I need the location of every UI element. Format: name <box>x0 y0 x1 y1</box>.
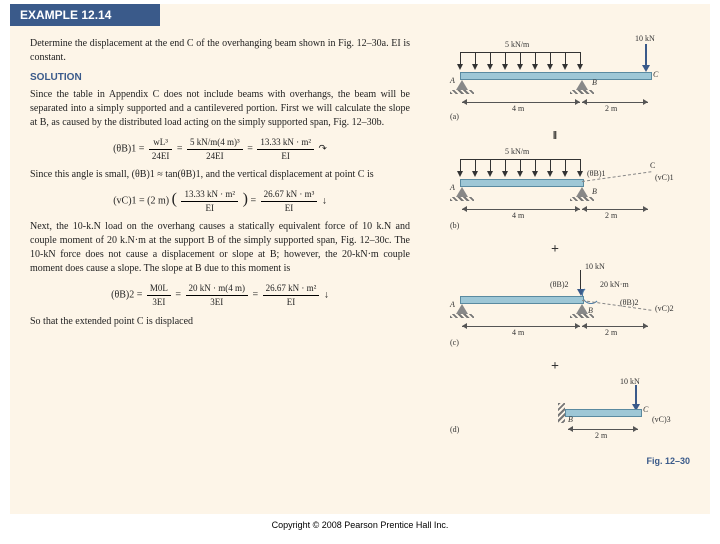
equation-3: (θB)2 = M0L3EI = 20 kN · m(4 m)3EI = 26.… <box>30 282 410 308</box>
fig-d-vc: (vC)3 <box>652 415 671 424</box>
eq3-t2d: 3EI <box>186 296 249 309</box>
fig-d-span: 2 m <box>595 431 607 440</box>
figure-d: 10 kN B C (vC)3 2 m (d) <box>420 377 690 452</box>
fig-b-distload: 5 kN/m <box>505 147 529 156</box>
figure-column: 5 kN/m 10 kN <box>410 34 690 466</box>
eq1-t3n: 13.33 kN · m² <box>257 136 314 150</box>
figure-a: 5 kN/m 10 kN <box>420 34 690 124</box>
eq3-t1n: M0L <box>147 282 171 296</box>
fig-a-C: C <box>653 70 658 79</box>
fig-d-tag: (d) <box>450 425 459 434</box>
fig-a-distload: 5 kN/m <box>505 40 529 49</box>
fig-c-tag: (c) <box>450 338 459 347</box>
fig-d-C: C <box>643 405 648 414</box>
solution-p2: Since this angle is small, (θB)1 ≈ tan(θ… <box>30 168 410 182</box>
fig-c-moment: 20 kN·m <box>600 280 629 289</box>
fig-c-span2: 2 m <box>605 328 617 337</box>
fig-d-B: B <box>568 415 573 424</box>
fig-c-B: B <box>588 306 593 315</box>
example-header: EXAMPLE 12.14 <box>10 4 160 26</box>
fig-b-A: A <box>450 183 455 192</box>
fig-b-C: C <box>650 161 655 170</box>
fig-c-theta: (θB)2 <box>550 280 569 289</box>
fig-c-span1: 4 m <box>512 328 524 337</box>
eq2-t1n: 13.33 kN · m² <box>181 188 238 202</box>
fig-a-B: B <box>592 78 597 87</box>
eq3-t3d: EI <box>263 296 320 309</box>
eq2-t2n: 26.67 kN · m³ <box>261 188 318 202</box>
fig-a-tag: (a) <box>450 112 459 121</box>
eq1-t2d: 24EI <box>187 150 243 163</box>
fig-b-B: B <box>592 187 597 196</box>
fig-b-span2: 2 m <box>605 211 617 220</box>
fig-a-A: A <box>450 76 455 85</box>
fig-b-span1: 4 m <box>512 211 524 220</box>
fig-b-vc: (vC)1 <box>655 173 674 182</box>
eq2-t1d: EI <box>181 202 238 215</box>
fig-c-pointload: 10 kN <box>585 262 605 271</box>
content-row: Determine the displacement at the end C … <box>10 26 710 466</box>
eq1-t3d: EI <box>257 150 314 163</box>
fig-b-tag: (b) <box>450 221 459 230</box>
figure-c: 10 kN 20 kN·m (θB)2 (θB)2 (vC)2 A B 4 m <box>420 260 690 355</box>
fig-c-vc: (vC)2 <box>655 304 674 313</box>
fig-a-span1: 4 m <box>512 104 524 113</box>
solution-p3: Next, the 10-k.N load on the overhang ca… <box>30 220 410 276</box>
fig-c-thetar: (θB)2 <box>620 298 639 307</box>
plus-sign-2: + <box>420 359 690 375</box>
eq1-t2n: 5 kN/m(4 m)³ <box>187 136 243 150</box>
fig-a-pointload: 10 kN <box>635 34 655 43</box>
eq3-t3n: 26.67 kN · m² <box>263 282 320 296</box>
eq3-lhs: (θB)2 = <box>111 290 142 301</box>
solution-p4: So that the extended point C is displace… <box>30 315 410 329</box>
figure-caption: Fig. 12–30 <box>420 456 690 466</box>
equation-2: (vC)1 = (2 m) ( 13.33 kN · m²EI ) = 26.6… <box>30 188 410 214</box>
equation-1: (θB)1 = wL³24EI = 5 kN/m(4 m)³24EI = 13.… <box>30 136 410 162</box>
solution-p1: Since the table in Appendix C does not i… <box>30 88 410 130</box>
solution-heading: SOLUTION <box>30 71 410 85</box>
plus-sign-1: + <box>420 242 690 258</box>
problem-statement: Determine the displacement at the end C … <box>30 37 410 65</box>
eq2-t2d: EI <box>261 202 318 215</box>
fig-a-span2: 2 m <box>605 104 617 113</box>
eq3-t2n: 20 kN · m(4 m) <box>186 282 249 296</box>
fig-c-A: A <box>450 300 455 309</box>
eq1-t1d: 24EI <box>149 150 173 163</box>
equals-sign: ‖ <box>420 128 690 143</box>
eq1-t1n: wL³ <box>149 136 173 150</box>
page: EXAMPLE 12.14 Determine the displacement… <box>10 4 710 514</box>
fig-b-theta: (θB)1 <box>587 169 606 178</box>
eq3-t1d: 3EI <box>147 296 171 309</box>
figure-b: 5 kN/m C (θB)1 (vC)1 <box>420 143 690 238</box>
text-column: Determine the displacement at the end C … <box>30 34 410 466</box>
eq1-lhs: (θB)1 = <box>113 143 144 154</box>
eq2-lhs: (vC)1 = (2 m) <box>113 196 169 207</box>
copyright-text: Copyright © 2008 Pearson Prentice Hall I… <box>0 520 720 530</box>
